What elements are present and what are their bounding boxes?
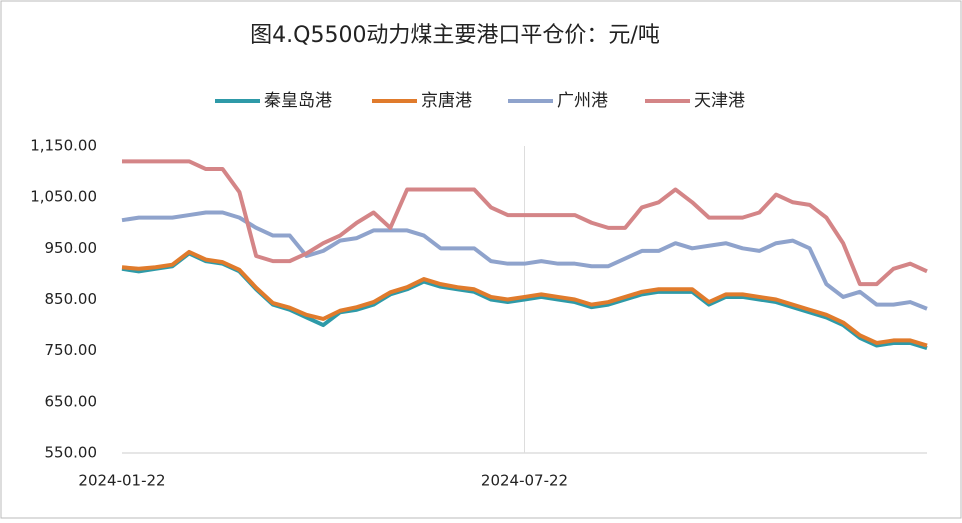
legend-label: 天津港 [694, 91, 745, 111]
y-tick-label: 750.00 [45, 341, 98, 359]
legend-label: 京唐港 [421, 90, 472, 111]
y-tick-label: 1,150.00 [30, 137, 97, 155]
x-tick-label: 2024-01-22 [78, 472, 165, 490]
legend-label: 广州港 [557, 91, 608, 111]
chart-title: 图4.Q5500动力煤主要港口平仓价：元/吨 [250, 23, 660, 48]
y-tick-label: 650.00 [45, 392, 98, 410]
y-tick-label: 1,050.00 [30, 188, 97, 206]
x-tick-label: 2024-07-22 [481, 472, 568, 490]
legend-label: 秦皇岛港 [264, 91, 332, 111]
series-line [121, 210, 928, 311]
series-line [121, 249, 928, 348]
y-tick-label: 550.00 [45, 444, 98, 462]
series-line [122, 159, 928, 287]
y-tick-label: 950.00 [45, 239, 98, 257]
y-tick-label: 850.00 [45, 290, 98, 308]
